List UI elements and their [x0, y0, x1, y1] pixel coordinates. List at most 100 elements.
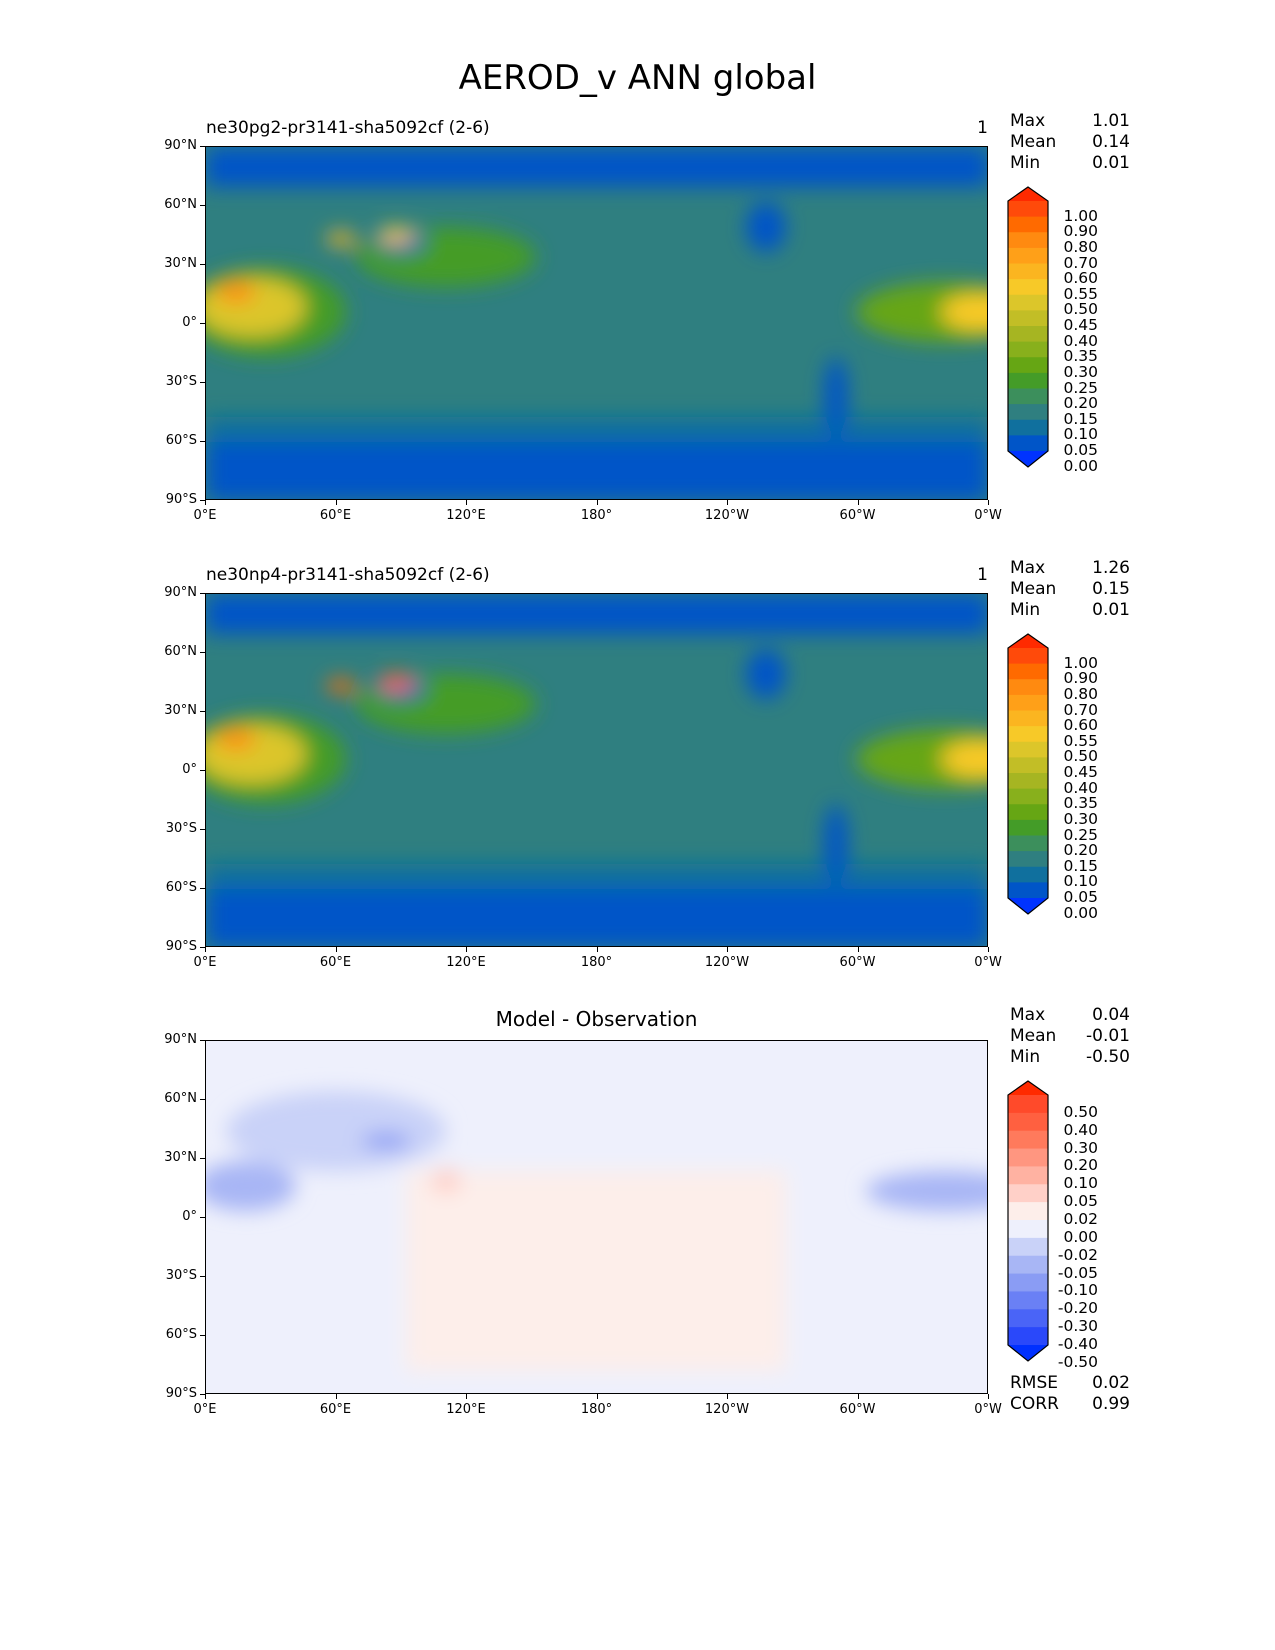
colorbar-bin: [1008, 419, 1048, 436]
y-tick-label: 0°: [182, 1209, 197, 1224]
atlantic-plume: [856, 729, 987, 789]
colorbar-bin: [1008, 216, 1048, 233]
x-tick-mark: [857, 1394, 859, 1399]
colorbar-tick-label: 0.35: [1063, 794, 1098, 813]
colorbar-outline: [1007, 1080, 1049, 1362]
x-tick-mark: [466, 1394, 467, 1399]
n-america-low: [746, 649, 786, 699]
y-tick-label: 0°: [182, 762, 197, 777]
colorbar-tick-label: 1.00: [1063, 653, 1098, 672]
colorbar-tick-label: 0.55: [1063, 731, 1098, 750]
x-tick-label: 60°E: [319, 955, 352, 970]
stat-value: -0.50: [1086, 1047, 1130, 1067]
atlantic-core: [941, 292, 987, 332]
x-tick-mark: [335, 1394, 337, 1399]
x-tick-label: 120°E: [446, 1402, 486, 1417]
stat-value: 1.01: [1092, 111, 1130, 131]
s-america-low: [824, 804, 848, 884]
colorbar-tick-label: 0.50: [1063, 1102, 1098, 1121]
colorbar-tick-label: -0.10: [1057, 1281, 1098, 1300]
y-tick-mark: [200, 441, 205, 442]
y-tick-label: 90°S: [165, 492, 197, 507]
colorbar-bin: [1008, 694, 1048, 711]
colorbar-bin: [1008, 663, 1048, 680]
colorbar-bin: [1008, 1291, 1048, 1310]
colorbar-tick-label: 0.25: [1063, 378, 1098, 397]
colorbar-tick-label: 0.15: [1063, 856, 1098, 875]
colorbar-bin: [1008, 741, 1048, 758]
colorbar-tick-label: -0.20: [1057, 1299, 1098, 1318]
stat-label: Min: [1010, 600, 1041, 620]
field-layer: [206, 594, 987, 946]
colorbar-tick-label: 0.20: [1063, 841, 1098, 860]
x-tick-label: 60°W: [839, 1402, 876, 1417]
colorbar-bin: [1008, 341, 1048, 358]
colorbar-tick-label: 0.00: [1063, 1227, 1098, 1246]
colorbar-bin: [1008, 279, 1048, 296]
colorbar-tick-label: 0.00: [1063, 456, 1098, 475]
stat-value: -0.01: [1086, 1026, 1130, 1046]
y-tick-label: 60°N: [164, 1091, 197, 1106]
y-tick-mark: [200, 205, 205, 206]
colorbar-bin: [1008, 326, 1048, 343]
southern-ocean-band: [206, 417, 987, 442]
colorbar-tick-label: 0.05: [1063, 888, 1098, 906]
x-tick-mark: [857, 947, 859, 952]
x-tick-label: 60°W: [839, 955, 876, 970]
x-tick-mark: [727, 947, 728, 952]
colorbar-bin: [1008, 294, 1048, 311]
x-tick-label: 180°: [580, 955, 613, 970]
y-tick-label: 30°N: [164, 256, 197, 271]
colorbar-bin: [1008, 1237, 1048, 1257]
x-tick-label: 120°E: [446, 508, 486, 523]
colorbar-tick-label: 0.60: [1063, 716, 1098, 735]
colorbar-bin: [1008, 1202, 1048, 1221]
colorbar-tick-label: 0.30: [1063, 809, 1098, 828]
map-panel: [205, 146, 988, 500]
colorbar-tick-label: 0.40: [1063, 331, 1098, 350]
colorbar-tick-label: 0.02: [1063, 1210, 1098, 1228]
panel-title-left: ne30np4-pr3141-sha5092cf (2-6): [206, 565, 490, 585]
colorbar-tick-label: 0.40: [1063, 778, 1098, 797]
colorbar-tick-label: 0.35: [1063, 347, 1098, 366]
colorbar-bin: [1008, 372, 1048, 389]
colorbar-tick-label: 0.10: [1063, 1174, 1098, 1193]
stat-label: Min: [1010, 1047, 1041, 1067]
footer-stat-value: 0.02: [1092, 1373, 1130, 1393]
colorbar-extend-max: [1008, 1081, 1048, 1095]
x-tick-mark: [205, 1394, 206, 1399]
arctic-band: [206, 594, 987, 634]
y-tick-mark: [200, 947, 205, 948]
y-tick-label: 60°N: [164, 644, 197, 659]
y-tick-mark: [200, 1099, 205, 1100]
colorbar-outline: [1007, 186, 1049, 468]
colorbar-tick-label: 0.60: [1063, 269, 1098, 288]
stat-label: Mean: [1010, 132, 1057, 152]
x-tick-mark: [335, 947, 337, 952]
gobi: [378, 227, 414, 243]
colorbar-bin: [1008, 1148, 1048, 1167]
colorbar-extend-max: [1008, 187, 1048, 201]
colorbar-bin: [1008, 310, 1048, 327]
colorbar-tick-label: 0.10: [1063, 872, 1098, 891]
x-tick-mark: [727, 1394, 728, 1399]
colorbar-tick-label: 0.70: [1063, 700, 1098, 719]
x-tick-label: 120°E: [446, 955, 486, 970]
stat-value: 0.01: [1092, 600, 1130, 620]
field-layer: [206, 147, 987, 499]
colorbar-tick-label: -0.40: [1057, 1335, 1098, 1353]
colorbar-tick-label: 0.20: [1063, 394, 1098, 413]
y-tick-label: 60°S: [165, 433, 197, 448]
stat-label: Min: [1010, 153, 1041, 173]
x-tick-mark: [596, 500, 598, 505]
y-tick-label: 90°N: [164, 138, 197, 153]
x-tick-mark: [335, 500, 337, 505]
colorbar-tick-label: 0.05: [1063, 1192, 1098, 1211]
colorbar-tick-label: 0.05: [1063, 441, 1098, 459]
y-tick-label: 60°S: [165, 1327, 197, 1342]
colorbar-bin: [1008, 1309, 1048, 1328]
atlantic-core: [941, 739, 987, 779]
map-panel: [205, 593, 988, 947]
colorbar-tick-label: 0.45: [1063, 316, 1098, 334]
